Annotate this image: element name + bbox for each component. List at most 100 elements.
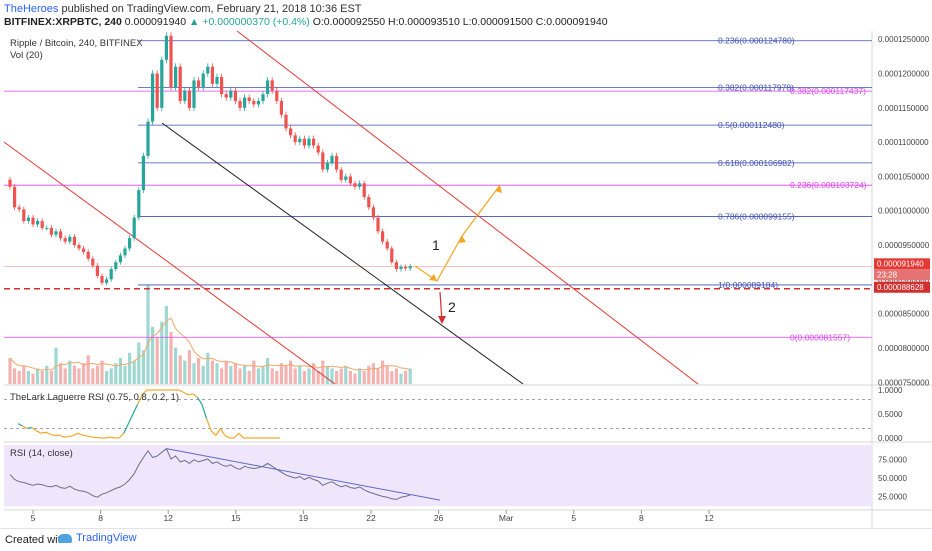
laguerre-segment [179,390,184,392]
laguerre-segment [50,434,55,435]
volume-bar [298,366,301,384]
candle-body [376,218,379,232]
volume-bar [234,363,237,384]
laguerre-segment [46,432,51,434]
volume-bar [179,355,182,384]
volume-bar [409,368,412,384]
volume-bar [59,363,62,384]
candle-body [298,139,301,142]
volume-bar [156,337,159,384]
candle-body [234,91,237,101]
candle-body [358,183,361,186]
laguerre-legend: TheLark Laguerre RSI (0.75, 0.8, 0.2, 1) [10,392,179,403]
volume-bar [96,366,99,384]
volume-bar [119,358,122,384]
volume-bar [50,371,53,384]
volume-bar [123,366,126,384]
x-tick-label: 12 [163,513,173,523]
candle-body [96,266,99,276]
candle-body [326,163,329,170]
volume-bar [77,368,80,384]
candle-body [211,67,214,84]
rsi-band [4,445,872,506]
laguerre-segment [197,397,202,404]
candle-body [367,197,370,207]
laguerre-segment [78,433,83,435]
candle-body [386,242,389,249]
laguerre-tick-label: 0.5000 [878,410,903,419]
candle-body [330,156,333,163]
candle-body [77,245,80,248]
fib-level-label: 0.382(0.000117437) [790,86,866,96]
volume-bar [363,371,366,384]
price-tick-label: 0.0000800000 [878,344,930,353]
laguerre-segment [220,428,225,435]
volume-bar [358,368,361,384]
volume-bar [8,358,11,384]
candle-body [307,139,310,146]
laguerre-segment [87,436,92,437]
candle-body [8,180,11,187]
candle-body [123,248,126,255]
volume-bar [395,368,398,384]
fib-level-label: 0.236(0.000124780) [718,36,795,46]
candle-body [252,101,255,104]
candle-body [220,77,223,94]
volume-bar [45,366,48,384]
fib-level-label: 0(0.000081557) [790,332,850,342]
fib-level-label: 0.236(0.000103724) [790,180,867,190]
volume-bar [215,363,218,384]
laguerre-segment [207,419,212,431]
laguerre-segment [59,435,64,437]
volume-bar [13,368,16,384]
candle-body [335,156,338,170]
x-tick-label: 8 [639,513,644,523]
tradingview-link[interactable]: TradingView [58,532,137,544]
volume-bar [280,363,283,384]
volume-bar [284,366,287,384]
price-tick-label: 0.0000950000 [878,241,930,250]
price-tick-label: 0.0001050000 [878,172,930,181]
price-tick-label: 0.0000850000 [878,310,930,319]
laguerre-segment [234,433,239,438]
laguerre-segment [133,404,138,414]
candle-body [183,91,186,101]
chart-canvas[interactable]: 0.236(0.000124780)0.382(0.000117978)0.5(… [0,0,932,528]
candle-body [27,218,30,221]
candle-body [399,267,402,269]
volume-bar [128,353,131,384]
candle-body [372,207,375,217]
candle-body [404,267,407,268]
candle-body [344,176,347,179]
volume-bar [36,368,39,384]
candle-body [238,101,241,108]
candle-body [110,269,113,279]
candle-body [169,36,172,87]
candle-body [31,218,34,225]
volume-bar [294,368,297,384]
candle-body [363,183,366,197]
candle-body [303,139,306,146]
candle-body [146,122,149,156]
candle-body [41,221,44,228]
laguerre-tick-label: 0.0000 [878,434,903,443]
fib-level-label: 0.786(0.000099155) [718,212,795,222]
x-tick-label: 5 [571,513,576,523]
volume-legend: Vol (20) [10,50,43,61]
candle-body [59,231,62,238]
candle-body [119,255,122,262]
volume-bar [326,366,329,384]
volume-bar [349,371,352,384]
rsi-tick-label: 25.0000 [878,492,907,501]
candle-body [229,91,232,98]
chart-legend-title: Ripple / Bitcoin, 240, BITFINEX [10,38,143,49]
candle-body [206,67,209,74]
candle-body [266,80,269,94]
volume-bar [27,371,30,384]
volume-bar [91,368,94,384]
candle-body [257,101,260,104]
volume-bar [372,363,375,384]
laguerre-segment [82,435,87,436]
laguerre-segment [32,427,37,430]
laguerre-tick-label: 1.0000 [878,386,903,395]
